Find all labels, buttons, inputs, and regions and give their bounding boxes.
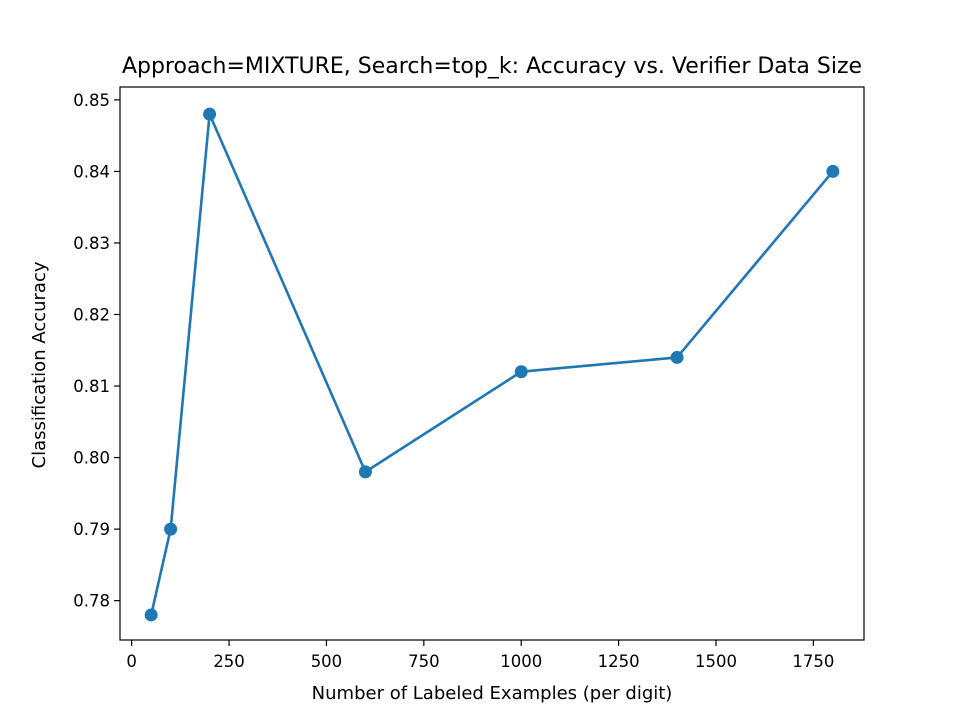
y-tick-label: 0.84 [73, 162, 110, 181]
x-tick-label: 1000 [500, 652, 542, 671]
x-axis-label: Number of Labeled Examples (per digit) [312, 683, 673, 704]
x-tick-label: 250 [213, 652, 245, 671]
y-tick-label: 0.80 [73, 449, 110, 468]
x-tick-label: 1750 [792, 652, 834, 671]
data-point [826, 164, 840, 178]
y-tick-label: 0.79 [73, 520, 110, 539]
y-axis-label: Classification Accuracy [29, 261, 50, 468]
y-tick-label: 0.83 [73, 234, 110, 253]
data-point [144, 608, 158, 622]
x-tick-label: 1250 [598, 652, 640, 671]
axes-frame [119, 86, 865, 641]
x-tick-label: 750 [408, 652, 440, 671]
x-tick-label: 0 [126, 652, 137, 671]
data-point [203, 107, 217, 121]
y-tick-label: 0.85 [73, 91, 110, 110]
data-point [358, 465, 372, 479]
chart-title: Approach=MIXTURE, Search=top_k: Accuracy… [122, 54, 862, 79]
x-tick-label: 1500 [695, 652, 737, 671]
plot-area: 0 250 500 750 1000 1250 1500 1750 0.78 0.79 0.80 0.… [73, 86, 865, 671]
data-point [164, 522, 178, 536]
data-point [670, 350, 684, 364]
data-point [514, 365, 528, 379]
y-tick-label: 0.78 [73, 592, 110, 611]
y-tick-label: 0.82 [73, 305, 110, 324]
y-tick-label: 0.81 [73, 377, 110, 396]
x-tick-label: 500 [311, 652, 343, 671]
